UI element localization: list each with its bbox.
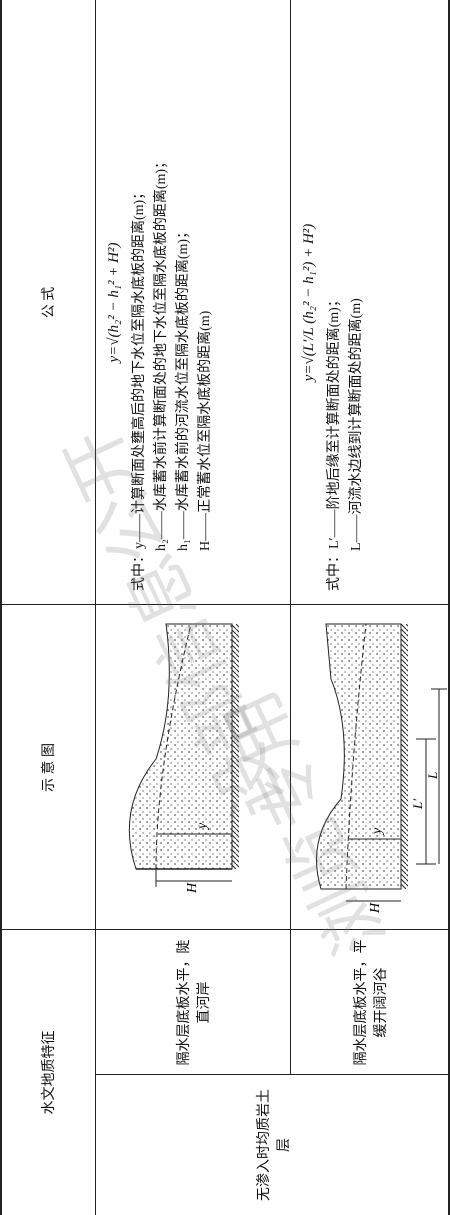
category-cell: 无渗入时均质岩土层 bbox=[256, 1089, 292, 1201]
header-cell: 水文地质特征 bbox=[41, 1030, 57, 1115]
formula: y=√(h₂² − h₁² + H²) bbox=[106, 242, 122, 363]
diagram-label: H bbox=[368, 902, 383, 914]
formula-note: 式中：y——计算断面处壅高后的地下水位至隔水底板的距离(m)； bbox=[132, 185, 147, 591]
header-cell: 公 式 bbox=[41, 286, 57, 319]
formula-note: L——河流水边线到计算断面处的距离(m) bbox=[349, 298, 364, 551]
formula-note: h₂——水库蓄水前计算断面处的地下水位至隔水底板的距离(m)； bbox=[154, 154, 169, 551]
diagram-label: L′ bbox=[410, 799, 425, 810]
formula-cell: y=√(L′/L (h₂² − h₁²) + H²) 式中：L′——阶地后缘至计… bbox=[290, 0, 450, 605]
diagram: H y bbox=[128, 623, 239, 894]
formula: y=√(L′/L (h₂² − h₁²) + H²) bbox=[301, 223, 317, 382]
header-cell: 示 意 图 bbox=[41, 743, 57, 792]
feature-cell: 隔水层底板水平，陡直河岸 bbox=[176, 939, 212, 1066]
formula-note: H——正常蓄水位至隔水底板的距离(m) bbox=[198, 310, 213, 551]
diagram-label: L bbox=[425, 772, 440, 780]
formula-note: h₁——水库蓄水前的河流水位至隔水底板的距离(m)； bbox=[176, 224, 191, 551]
formula-cell: y=√(h₂² − h₁² + H²) 式中：y——计算断面处壅高后的地下水位至… bbox=[95, 0, 290, 605]
formula-note: 式中：L′——阶地后缘至计算断面处的距离(m)； bbox=[327, 293, 342, 591]
diagram: H y L′ L bbox=[316, 623, 447, 914]
diagram-label: y bbox=[195, 822, 210, 831]
diagram-label: H bbox=[185, 882, 200, 894]
feature-cell: 隔水层底板水平，平缓开阔河谷 bbox=[354, 939, 389, 1066]
diagram-label: y bbox=[370, 827, 385, 836]
